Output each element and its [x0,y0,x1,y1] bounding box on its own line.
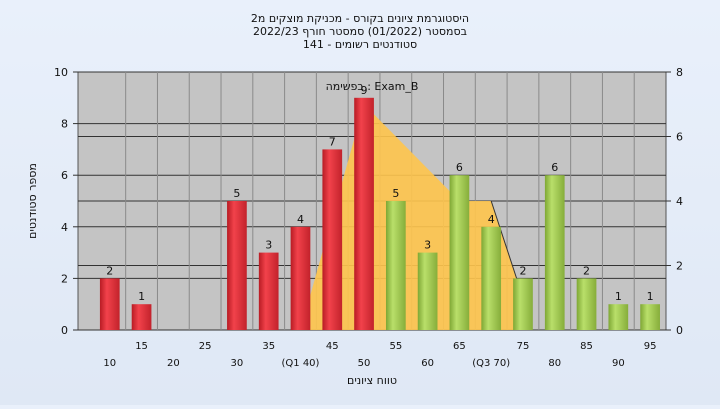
data-labels: 2 1 5 3 4 7 9 5 3 6 4 2 6 2 1 1 [106,84,653,303]
x-tick-label: 10 [103,358,116,369]
y2-tick-label: 8 [676,66,683,79]
x-tick-label: (Q1 40) [282,358,320,369]
y2-tick-label: 6 [676,131,683,144]
bar-45 [322,149,343,330]
bar-65 [449,175,470,330]
data-label-95: 1 [647,290,654,303]
y2-tick-label: 0 [676,324,683,337]
bar-35 [258,252,279,330]
data-label-40: 4 [297,213,304,226]
x-axis: 15 25 35 45 55 65 75 85 95 10 20 30 (Q1 40) 50 60 (Q3 7… [103,341,656,369]
y-tick-label: 6 [61,169,68,182]
chart-title-line-3: סטודנטים רשומים - 141 [303,38,417,51]
exam-annotation: בפשימה : Exam_B [326,80,419,93]
x-tick-label: 60 [421,358,434,369]
data-label-55: 5 [392,187,399,200]
x-tick-label: 75 [517,341,530,352]
data-label-15: 1 [138,290,145,303]
bar-75 [513,278,533,330]
x-tick-label: 30 [231,358,244,369]
bars [99,97,660,330]
x-tick-label: 25 [199,341,212,352]
data-label-30: 5 [233,187,240,200]
data-label-45: 7 [329,135,336,148]
bar-50 [354,97,374,330]
bar-70 [481,226,502,330]
bar-60 [417,252,438,330]
bar-15 [131,304,152,330]
data-label-35: 3 [265,239,272,252]
x-tick-label: 80 [548,358,561,369]
x-tick-label: 90 [612,358,625,369]
data-label-65: 6 [456,161,463,174]
x-tick-label: 55 [389,341,402,352]
x-tick-label: 20 [167,358,180,369]
x-tick-label: 15 [135,341,148,352]
chart-title-line-2: בסמסטר (01/2022) סמסטר חורף 2022/23 [253,25,467,38]
bar-10 [99,278,120,330]
y-tick-label: 4 [61,221,68,234]
y-tick-label: 0 [61,324,68,337]
data-label-70: 4 [488,213,495,226]
data-label-85: 2 [583,264,590,277]
chart-title-line-1: היסטוגרמת ציונים בקורס - מכניקת מוצקים מ… [251,12,469,25]
y2-tick-label: 2 [676,260,683,273]
x-tick-label: 50 [358,358,371,369]
bar-90 [608,304,629,330]
x-tick-label: 35 [262,341,275,352]
x-tick-label: 95 [644,341,657,352]
data-label-60: 3 [424,239,431,252]
x-tick-label: 45 [326,341,339,352]
x-tick-label: (Q3 70) [472,358,510,369]
bar-30 [227,201,247,330]
data-label-10: 2 [106,264,113,277]
y-axis-left: 0 2 4 6 8 10 [54,66,78,337]
bar-95 [640,304,660,330]
data-label-90: 1 [615,290,622,303]
x-tick-label: 65 [453,341,466,352]
bar-55 [385,201,406,330]
bar-85 [576,278,597,330]
y2-tick-label: 4 [676,195,683,208]
y-tick-label: 10 [54,66,68,79]
bar-40 [290,226,311,330]
data-label-80: 6 [551,161,558,174]
bar-80 [544,175,565,330]
y-axis-right: 0 2 4 6 8 [666,66,683,337]
x-tick-label: 85 [580,341,593,352]
data-label-50: 9 [361,84,368,97]
y-tick-label: 8 [61,118,68,131]
x-axis-title: טווח ציונים [347,374,397,387]
y-axis-title: מספר סטודנטים [26,163,39,239]
data-label-75: 2 [519,264,526,277]
y-tick-label: 2 [61,272,68,285]
